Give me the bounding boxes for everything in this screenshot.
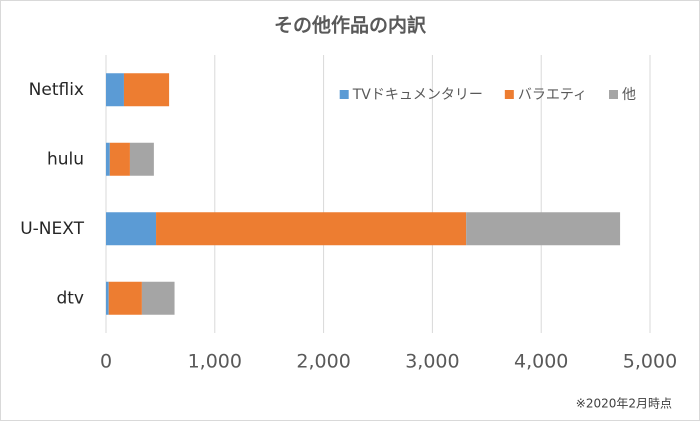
legend-label: バラエティ	[518, 87, 587, 103]
bar-segment	[106, 142, 110, 176]
legend-swatch	[504, 90, 514, 99]
x-tick-label: 5,000	[623, 351, 677, 373]
y-tick-label: dtv	[56, 288, 84, 308]
legend-swatch	[609, 90, 618, 99]
y-tick-label: Netflix	[29, 80, 84, 100]
bar-segment	[108, 281, 142, 315]
chart-title: その他作品の内訳	[274, 14, 427, 37]
bar-segment	[466, 212, 621, 246]
x-tick-label: 1,000	[188, 351, 242, 373]
bar-segment	[141, 281, 175, 315]
legend-label: TVドキュメンタリー	[352, 87, 483, 103]
bar-segment	[106, 281, 109, 315]
x-tick-label: 0	[100, 351, 112, 373]
y-tick-label: U-NEXT	[20, 219, 84, 239]
legend-label: 他	[622, 87, 636, 103]
x-tick-label: 3,000	[405, 351, 459, 373]
bar-segment	[156, 212, 467, 246]
bar-segment	[129, 142, 154, 176]
bar-segment	[106, 212, 157, 246]
x-tick-label: 2,000	[296, 351, 350, 373]
legend-swatch	[339, 90, 349, 99]
y-tick-label: hulu	[47, 149, 84, 169]
x-tick-label: 4,000	[514, 351, 568, 373]
bar-segment	[123, 73, 170, 107]
footnote: ※2020年2月時点	[576, 397, 672, 411]
bar-segment	[109, 142, 130, 176]
bar-segment	[106, 73, 124, 107]
